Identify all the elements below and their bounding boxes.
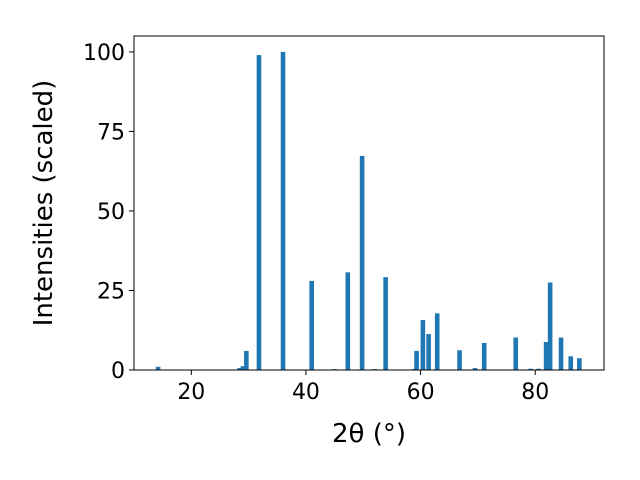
bar bbox=[345, 272, 351, 370]
bar bbox=[280, 51, 286, 371]
bar bbox=[237, 368, 242, 370]
x-tick-label: 60 bbox=[407, 380, 435, 405]
bar bbox=[513, 337, 519, 370]
x-tick-label: 40 bbox=[292, 380, 320, 405]
bar bbox=[420, 320, 426, 370]
y-tick-label: 50 bbox=[97, 200, 125, 225]
bar bbox=[528, 368, 533, 370]
x-tick-label: 80 bbox=[521, 380, 549, 405]
y-axis-ticks: 0 25 50 75 100 bbox=[83, 41, 134, 384]
bar bbox=[472, 368, 478, 370]
bar bbox=[577, 358, 582, 370]
bar bbox=[536, 368, 541, 370]
x-axis-ticks: 20 40 60 80 bbox=[177, 370, 549, 405]
y-tick-label: 25 bbox=[97, 279, 125, 304]
bar bbox=[240, 366, 246, 370]
bar bbox=[383, 277, 388, 370]
bar bbox=[155, 366, 161, 370]
bar bbox=[568, 356, 574, 370]
x-axis-label: 2θ (°) bbox=[332, 419, 406, 449]
bar bbox=[426, 334, 431, 370]
bar bbox=[558, 337, 564, 370]
bar bbox=[481, 342, 487, 370]
bar bbox=[359, 155, 365, 370]
y-tick-label: 75 bbox=[97, 120, 125, 145]
x-tick-label: 20 bbox=[177, 380, 205, 405]
bar bbox=[434, 313, 440, 370]
y-axis-label: Intensities (scaled) bbox=[29, 80, 59, 327]
y-tick-label: 100 bbox=[83, 41, 125, 66]
bar bbox=[309, 280, 314, 370]
plot-frame bbox=[133, 35, 605, 371]
bar bbox=[244, 350, 249, 370]
bars-group bbox=[155, 51, 582, 371]
bar bbox=[547, 282, 553, 370]
y-tick-label: 0 bbox=[111, 359, 125, 384]
bar bbox=[256, 55, 262, 371]
bar bbox=[414, 350, 419, 370]
bar bbox=[457, 350, 462, 370]
bar bbox=[543, 342, 549, 370]
